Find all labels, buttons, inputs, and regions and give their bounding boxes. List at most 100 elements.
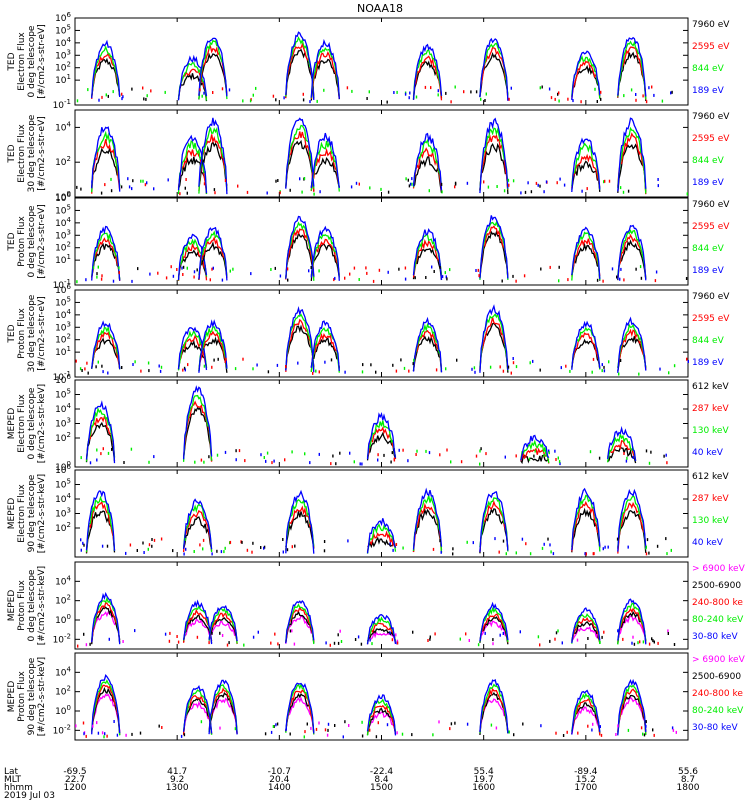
- noise-point: [349, 272, 351, 276]
- noise-point: [539, 86, 541, 90]
- noise-point: [502, 369, 505, 373]
- noise-point: [203, 91, 205, 95]
- noise-point: [122, 95, 124, 99]
- series-mark: [412, 238, 443, 278]
- noise-point: [554, 449, 556, 453]
- noise-point: [589, 450, 592, 454]
- noise-point: [479, 449, 481, 453]
- noise-point: [640, 726, 643, 730]
- noise-point: [368, 90, 370, 94]
- noise-point: [623, 452, 625, 455]
- y-tick-label: 106: [55, 463, 71, 476]
- series-mark: [91, 684, 121, 734]
- noise-point: [510, 371, 512, 375]
- noise-point: [361, 370, 364, 374]
- noise-point: [557, 629, 559, 633]
- series-mark: [479, 117, 509, 194]
- panel-frame: [74, 289, 689, 378]
- series-mark: [310, 140, 340, 192]
- noise-point: [283, 96, 285, 100]
- noise-point: [246, 190, 249, 194]
- series-mark: [91, 673, 121, 735]
- series-mark: [617, 328, 647, 370]
- noise-point: [515, 551, 517, 555]
- x-row-label: hhmm: [4, 783, 33, 793]
- noise-point: [603, 180, 605, 184]
- series-mark: [412, 329, 443, 372]
- series-mark: [198, 226, 228, 281]
- noise-point: [408, 96, 410, 100]
- noise-point: [276, 363, 279, 367]
- noise-point: [266, 451, 269, 455]
- legend-entry: 30-80 keV: [692, 632, 738, 642]
- noise-point: [89, 642, 91, 646]
- series-mark: [91, 610, 121, 644]
- noise-point: [653, 733, 655, 737]
- series-mark: [571, 702, 601, 734]
- noise-point: [223, 550, 225, 554]
- noise-point: [591, 370, 593, 374]
- noise-point: [604, 179, 606, 183]
- noise-point: [120, 185, 123, 189]
- noise-point: [337, 641, 340, 645]
- noise-point: [541, 546, 544, 550]
- noise-point: [329, 643, 331, 647]
- noise-point: [89, 461, 92, 465]
- legend-entry: > 6900 keV: [692, 655, 746, 665]
- noise-point: [591, 728, 593, 732]
- noise-point: [319, 190, 321, 194]
- series-mark: [571, 332, 601, 369]
- noise-point: [474, 370, 476, 374]
- noise-point: [143, 97, 145, 101]
- noise-point: [377, 721, 379, 725]
- noise-point: [313, 192, 315, 196]
- noise-point: [475, 269, 477, 272]
- noise-point: [98, 98, 100, 102]
- noise-point: [184, 186, 186, 190]
- noise-point: [642, 732, 644, 736]
- noise-point: [444, 271, 446, 275]
- y-tick-label: 102: [55, 61, 71, 74]
- y-tick-label: 106: [55, 11, 71, 24]
- noise-point: [408, 369, 410, 373]
- noise-point: [637, 641, 639, 645]
- noise-point: [327, 722, 330, 726]
- noise-point: [139, 731, 142, 735]
- panel-frame: [74, 652, 689, 741]
- noise-point: [470, 90, 472, 94]
- noise-point: [438, 720, 440, 724]
- noise-point: [619, 277, 621, 281]
- noise-point: [428, 451, 431, 455]
- series-mark: [571, 153, 601, 189]
- noise-point: [601, 363, 603, 367]
- y-label-line: 30 deg telescope: [27, 294, 37, 372]
- noise-point: [561, 641, 563, 645]
- noise-point: [358, 278, 360, 281]
- series-mark: [412, 43, 443, 100]
- y-tick-label: 104: [55, 492, 71, 505]
- noise-point: [134, 360, 136, 364]
- noise-point: [85, 734, 87, 738]
- noise-point: [344, 276, 346, 280]
- noise-point: [79, 367, 82, 371]
- y-label-line: 0 deg telescope: [27, 387, 37, 459]
- series-mark: [412, 138, 443, 188]
- noise-point: [454, 181, 457, 185]
- noise-point: [337, 633, 339, 637]
- noise-point: [142, 86, 144, 90]
- noise-point: [408, 184, 411, 188]
- noise-point: [212, 266, 214, 270]
- legend-entry: 287 keV: [692, 404, 729, 414]
- y-tick-label: 104: [55, 574, 71, 587]
- noise-point: [142, 541, 144, 545]
- noise-point: [161, 726, 163, 729]
- series-mark: [412, 322, 443, 371]
- noise-point: [106, 734, 108, 738]
- noise-point: [202, 538, 205, 542]
- noise-point: [273, 459, 275, 463]
- noise-point: [200, 720, 203, 724]
- noise-point: [645, 724, 647, 728]
- noise-point: [670, 548, 672, 552]
- series-mark: [91, 45, 121, 97]
